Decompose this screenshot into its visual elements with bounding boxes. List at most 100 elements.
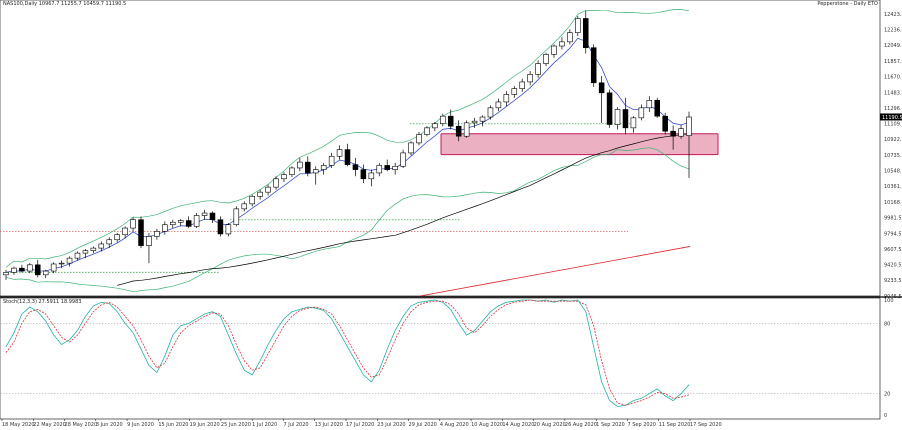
- candle-body: [74, 252, 81, 259]
- candle-body: [678, 128, 684, 137]
- time-tick-label: 20 Aug 2020: [534, 422, 566, 428]
- candle-body: [328, 155, 335, 166]
- stoch-axis-label: 0: [884, 413, 887, 419]
- candle-body: [432, 123, 438, 129]
- stoch-axis-label: 20: [884, 392, 890, 398]
- stoch-header: Stoch(12,3,3) 27.5911 18.9983: [3, 299, 81, 305]
- price-tick-label: 12423.5: [884, 12, 902, 18]
- stoch-main-line: [5, 299, 690, 407]
- price-tick-label: 11109.5: [884, 122, 902, 128]
- candle-body: [670, 130, 676, 137]
- candle-body: [352, 164, 359, 170]
- price-tick-label: 9981.5: [884, 216, 902, 222]
- candle-body: [225, 224, 232, 235]
- price-tick-label: 11483.5: [884, 90, 902, 96]
- candle-body: [130, 219, 136, 229]
- candle-body: [217, 219, 224, 235]
- candle-body: [320, 165, 327, 170]
- candle-body: [455, 125, 462, 137]
- candle-body: [630, 117, 637, 129]
- time-tick-label: 23 Jul 2020: [377, 422, 405, 428]
- time-tick-label: 1 Sep 2020: [596, 422, 625, 428]
- candle-body: [19, 267, 25, 272]
- candle-body: [614, 109, 621, 125]
- candle-body: [146, 236, 152, 246]
- price-tick-label: 11296.5: [884, 106, 902, 112]
- time-tick-label: 17 Sep 2020: [690, 422, 722, 428]
- stochastic-lines: 100 80 20 0: [0, 298, 894, 419]
- candle-body: [201, 212, 208, 216]
- candle-body: [35, 264, 41, 276]
- candle-body: [265, 186, 271, 193]
- candle-body: [3, 272, 9, 276]
- candle-body: [543, 54, 549, 64]
- time-tick-label: 3 Jun 2020: [96, 422, 123, 428]
- time-tick-label: 14 Aug 2020: [502, 422, 534, 428]
- candle-body: [527, 74, 533, 83]
- candle-body: [90, 247, 97, 251]
- candle-body: [273, 178, 279, 188]
- candle-body: [519, 81, 525, 89]
- candles: [3, 10, 692, 280]
- time-tick-label: 28 May 2020: [65, 422, 98, 428]
- candle-body: [686, 116, 692, 136]
- price-tick-label: 12236.5: [884, 27, 902, 33]
- price-tick-label: 9420.5: [884, 263, 902, 269]
- candle-body: [305, 161, 311, 174]
- sma-line: [117, 133, 690, 286]
- candle-body: [336, 149, 343, 157]
- stoch-signal-line: [5, 299, 690, 406]
- candle-body: [638, 107, 645, 119]
- time-tick-label: 9 Jun 2020: [127, 422, 154, 428]
- time-tick-label: 10 Aug 2020: [471, 422, 503, 428]
- candle-body: [233, 208, 240, 226]
- candle-body: [392, 165, 398, 170]
- candle-body: [281, 174, 287, 180]
- candle-body: [27, 264, 33, 272]
- symbol-header: NAS100,Daily 10967.7 11255.7 10459.7 111…: [3, 1, 126, 7]
- candle-body: [368, 172, 375, 180]
- candle-body: [479, 116, 486, 122]
- candle-body: [662, 115, 668, 132]
- candle-body: [209, 212, 216, 221]
- support-zone: [440, 133, 719, 156]
- price-tick-label: 10922.5: [884, 137, 902, 143]
- candle-body: [289, 167, 295, 175]
- price-panel: [0, 0, 881, 297]
- candle-body: [511, 88, 518, 95]
- price-tick-label: 10735.5: [884, 153, 902, 159]
- candle-body: [408, 142, 414, 154]
- candle-body: [42, 270, 49, 276]
- candle-body: [376, 165, 383, 174]
- candle-body: [98, 243, 105, 249]
- candle-body: [582, 18, 589, 48]
- candle-body: [185, 220, 192, 227]
- time-tick-label: 29 Jul 2020: [409, 422, 437, 428]
- current-price-tag: [880, 113, 902, 121]
- price-tick-label: 10548.5: [884, 168, 902, 174]
- candle-body: [50, 263, 57, 272]
- candle-body: [495, 101, 502, 109]
- candle-body: [567, 32, 573, 43]
- price-tick-label: 12049.5: [884, 43, 902, 49]
- price-tick-label: 9233.5: [884, 278, 902, 284]
- candle-body: [463, 122, 470, 137]
- candle-body: [471, 120, 478, 124]
- candle-body: [503, 94, 510, 103]
- stoch-axis-label: 100: [884, 298, 894, 304]
- time-tick-label: 26 Aug 2020: [565, 422, 597, 428]
- time-tick-label: 13 Jul 2020: [315, 422, 343, 428]
- broker-label: Pepperstone - Daily ETO: [817, 1, 878, 7]
- candle-body: [590, 47, 597, 84]
- candle-body: [487, 107, 494, 118]
- candle-body: [138, 219, 144, 246]
- candle-body: [122, 227, 128, 236]
- candle-body: [257, 191, 263, 197]
- candle-body: [154, 231, 160, 237]
- candle-body: [312, 169, 319, 174]
- candle-body: [58, 262, 65, 265]
- stoch-axis-label: 80: [884, 321, 890, 327]
- time-tick-label: 7 Jul 2020: [283, 422, 308, 428]
